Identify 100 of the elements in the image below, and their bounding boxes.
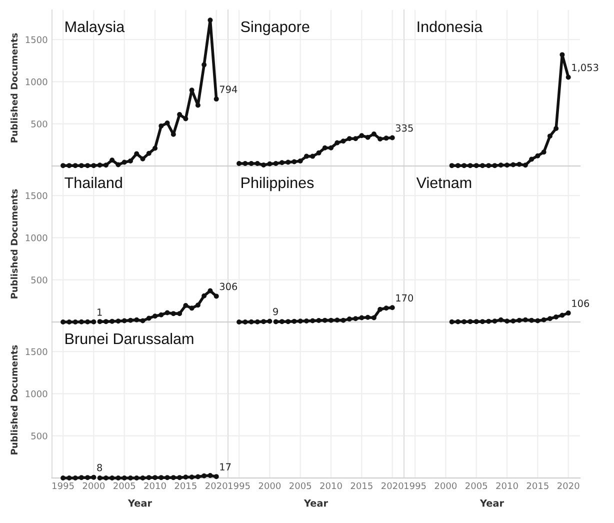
x-axis-title: Year (304, 500, 328, 507)
point (214, 294, 219, 299)
point (480, 319, 485, 324)
text: Vietnam (416, 176, 472, 188)
point (455, 163, 460, 168)
point (208, 288, 213, 294)
point (535, 318, 540, 324)
point (334, 318, 340, 323)
data-label: 9 (273, 308, 278, 316)
point (365, 314, 370, 320)
point (322, 145, 328, 150)
point (554, 126, 559, 131)
point (286, 319, 291, 324)
point (134, 151, 140, 156)
point (492, 318, 498, 324)
point (164, 120, 170, 126)
point (236, 320, 242, 324)
point (279, 319, 284, 324)
point (384, 136, 389, 141)
point (177, 311, 182, 316)
point (261, 162, 266, 168)
x-tick-label: 2000 (82, 482, 105, 490)
x-tick-label: 2020 (206, 482, 228, 490)
point (468, 163, 473, 168)
point (566, 74, 571, 80)
point (535, 153, 540, 158)
y-tick-label: 1000 (26, 78, 48, 86)
point (195, 102, 200, 108)
point (547, 134, 552, 139)
y-axis-title: Published Documents (10, 33, 18, 142)
text: Singapore (241, 20, 310, 36)
point (462, 163, 467, 168)
point (486, 318, 492, 324)
point (110, 158, 115, 163)
point (359, 133, 364, 138)
point (140, 318, 146, 324)
point (365, 134, 370, 140)
point (202, 62, 207, 68)
point (103, 162, 108, 168)
point (60, 320, 66, 324)
point (516, 162, 522, 167)
point (498, 162, 504, 168)
point (353, 136, 358, 142)
point (128, 158, 133, 164)
point (310, 154, 316, 159)
point (242, 160, 248, 166)
point (72, 163, 78, 168)
data-label: 106 (572, 300, 590, 308)
point (267, 318, 272, 324)
point (116, 318, 121, 324)
point (560, 312, 565, 318)
point (97, 162, 102, 168)
data-label: 8 (97, 464, 102, 472)
point (254, 160, 260, 166)
x-tick-label: 1995 (228, 482, 250, 490)
y-tick-label: 500 (31, 120, 48, 128)
point (110, 318, 115, 324)
point (195, 302, 200, 308)
x-axis-title: Year (480, 500, 504, 507)
text: Indonesia (418, 20, 483, 32)
point (202, 293, 207, 298)
point (468, 319, 473, 324)
point (371, 315, 376, 320)
data-label: 1 (98, 308, 102, 316)
point (122, 318, 127, 324)
point (504, 318, 510, 324)
point (170, 311, 176, 316)
x-tick-label: 2010 (144, 482, 166, 490)
point (242, 320, 248, 324)
point (554, 314, 559, 320)
point (316, 318, 322, 323)
point (310, 318, 316, 324)
point (566, 310, 571, 316)
y-tick-label: 1500 (26, 36, 48, 44)
x-tick-label: 1995 (404, 482, 426, 490)
point (328, 145, 334, 150)
point (72, 320, 78, 324)
y-axis-title: Published Documents (10, 345, 18, 454)
point (134, 317, 140, 322)
point (316, 150, 322, 156)
point (378, 136, 383, 142)
point (236, 160, 242, 166)
point (66, 320, 72, 324)
point (353, 316, 358, 322)
point (504, 162, 510, 168)
point (91, 319, 96, 324)
point (146, 316, 152, 321)
point (449, 163, 454, 168)
x-tick-label: 2015 (350, 482, 372, 490)
point (146, 150, 152, 156)
data-label: 170 (396, 294, 414, 302)
point (334, 140, 340, 146)
point (122, 160, 127, 165)
point (449, 319, 454, 324)
point (254, 319, 260, 324)
point (183, 302, 188, 308)
point (304, 318, 309, 324)
x-tick-label: 2000 (434, 482, 457, 490)
point (390, 135, 395, 140)
point (390, 305, 395, 310)
